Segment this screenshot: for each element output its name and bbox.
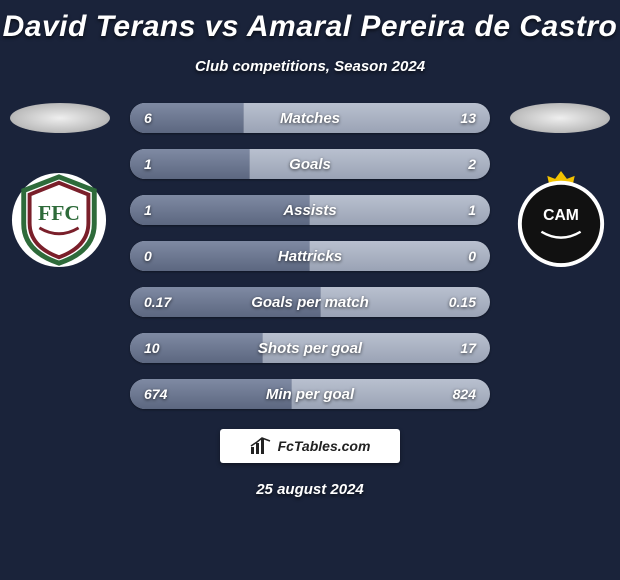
stat-bar-fill <box>130 379 292 409</box>
player1-club-crest-icon: FFC <box>10 171 108 269</box>
watermark-badge: FcTables.com <box>220 429 400 463</box>
stat-bar-fill <box>130 333 263 363</box>
stat-bar-fill <box>130 287 321 317</box>
stat-bar: 12Goals <box>130 149 490 179</box>
vs-text: vs <box>205 10 239 43</box>
player2-name: Amaral Pereira de Castro <box>247 10 618 43</box>
comparison-title: David Terans vs Amaral Pereira de Castro <box>0 0 620 44</box>
player2-club-crest-icon: CAM <box>512 171 610 269</box>
stat-bar: 0.170.15Goals per match <box>130 287 490 317</box>
player1-head-icon <box>10 103 110 133</box>
stat-bar-fill <box>130 241 310 271</box>
stat-bar-fill <box>130 149 250 179</box>
comparison-arena: FFC CAM 613Matches 12Goals 11Assists 00Hatt… <box>0 103 620 409</box>
stat-bar: 00Hattricks <box>130 241 490 271</box>
subtitle: Club competitions, Season 2024 <box>0 58 620 75</box>
stat-bars-container: 613Matches 12Goals 11Assists 00Hattricks 0.1… <box>130 103 490 409</box>
svg-text:FFC: FFC <box>38 201 80 225</box>
stat-bar: 613Matches <box>130 103 490 133</box>
player1-name: David Terans <box>3 10 196 43</box>
svg-text:CAM: CAM <box>543 207 579 224</box>
stat-bar-fill <box>130 195 310 225</box>
watermark-logo-icon <box>250 437 272 455</box>
stat-bar-fill <box>130 103 244 133</box>
stat-bar: 11Assists <box>130 195 490 225</box>
watermark-text: FcTables.com <box>278 438 371 454</box>
stat-bar: 1017Shots per goal <box>130 333 490 363</box>
player2-head-icon <box>510 103 610 133</box>
date-text: 25 august 2024 <box>0 481 620 498</box>
stat-bar: 674824Min per goal <box>130 379 490 409</box>
